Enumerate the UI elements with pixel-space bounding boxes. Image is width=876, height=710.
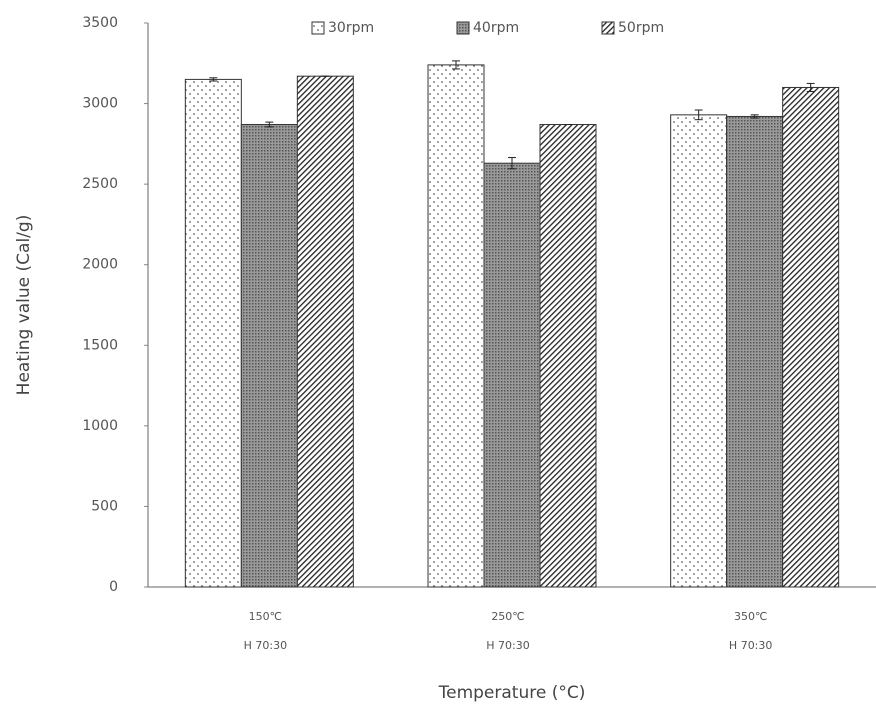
x-tick-label: 150℃ — [249, 610, 282, 623]
bar — [539, 124, 597, 588]
x-tick-sublabel: H 70:30 — [729, 639, 772, 652]
x-tick-sublabel: H 70:30 — [486, 639, 529, 652]
bar — [670, 114, 728, 588]
legend-label: 50rpm — [618, 20, 664, 36]
error-bar — [452, 60, 460, 70]
y-tick-label: 3000 — [82, 96, 118, 112]
error-bar — [694, 109, 703, 121]
bar — [240, 124, 298, 588]
x-tick-label: 350℃ — [734, 610, 767, 623]
x-tick-label: 250℃ — [491, 610, 524, 623]
bar — [782, 86, 840, 588]
error-bar — [750, 114, 759, 119]
legend-swatch — [456, 21, 470, 35]
y-axis-title: Heating value (Cal/g) — [14, 215, 34, 396]
bar — [296, 75, 354, 588]
x-axis-title: Temperature (°C) — [438, 683, 586, 703]
x-tick-sublabel: H 70:30 — [244, 639, 287, 652]
y-tick-label: 1000 — [82, 418, 118, 434]
y-tick-label: 2500 — [82, 176, 118, 192]
y-tick-label: 3500 — [82, 15, 118, 31]
error-bar — [508, 157, 516, 170]
bar — [427, 64, 485, 588]
legend-swatch — [311, 21, 325, 35]
legend-label: 30rpm — [328, 20, 374, 36]
y-tick-label: 0 — [109, 579, 118, 595]
y-tick-label: 500 — [91, 498, 118, 514]
error-bar — [209, 77, 218, 82]
bar — [184, 78, 242, 588]
bar — [483, 162, 541, 588]
error-bar — [806, 82, 815, 92]
y-tick-label: 2000 — [82, 257, 118, 273]
legend-label: 40rpm — [473, 20, 519, 36]
error-bar — [265, 121, 274, 128]
legend-swatch — [601, 21, 615, 35]
y-tick-label: 1500 — [82, 337, 118, 353]
bar — [726, 115, 784, 588]
